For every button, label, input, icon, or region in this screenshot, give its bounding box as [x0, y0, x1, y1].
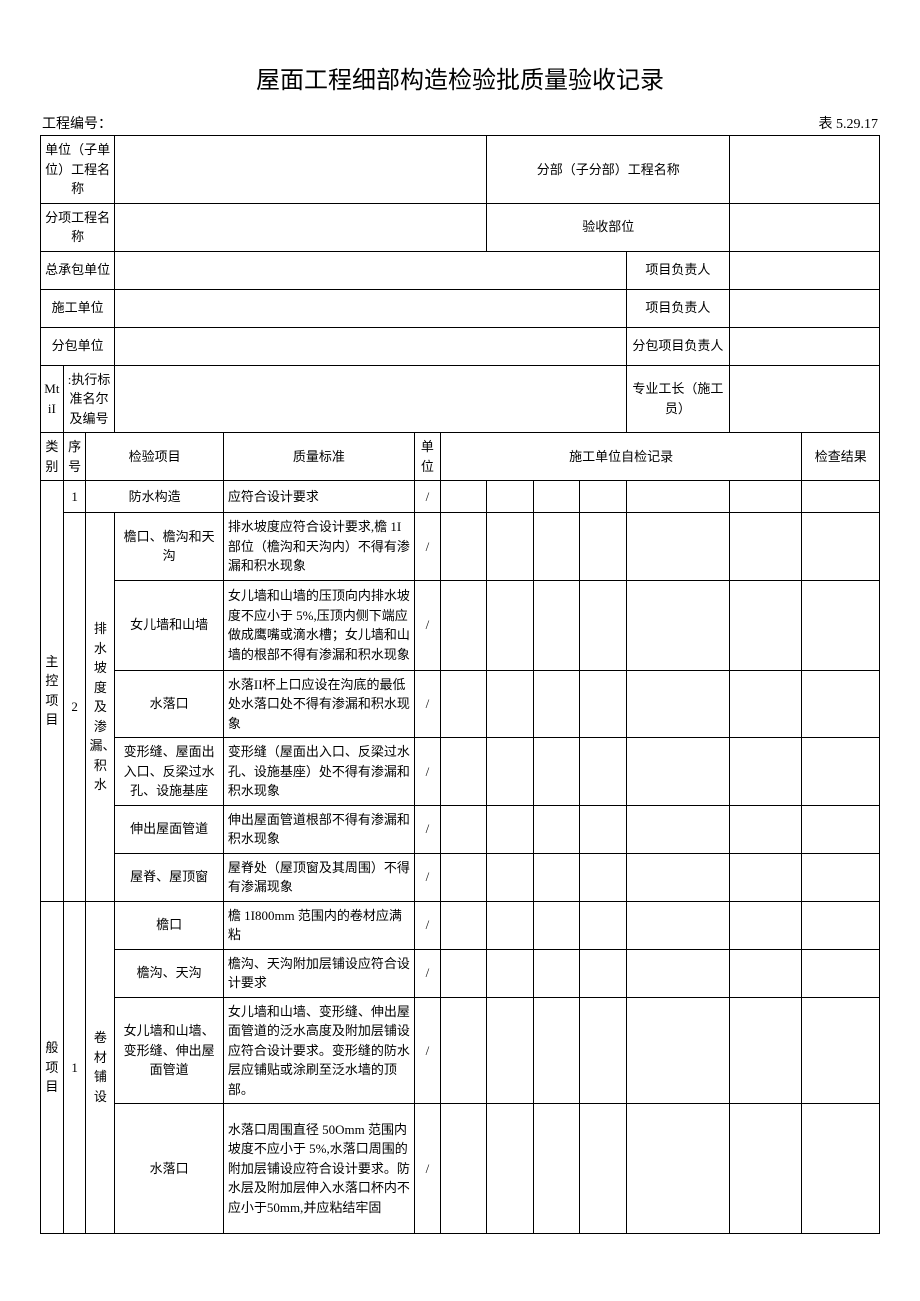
value	[115, 203, 487, 251]
group: 卷材铺设	[86, 901, 115, 1234]
item: 女儿墙和山墙、变形缝、伸出屋面管道	[115, 997, 223, 1104]
standard: 檐 1I800mm 范围内的卷材应满粘	[223, 901, 414, 949]
seq: 2	[63, 513, 86, 902]
col-standard: 质量标准	[223, 433, 414, 481]
table-row: 屋脊、屋顶窗 屋脊处（屋顶窗及其周围）不得有渗漏现象 /	[41, 853, 880, 901]
group: 排水坡度及渗漏、积水	[86, 513, 115, 902]
item: 水落口	[115, 1104, 223, 1234]
standard: 排水坡度应符合设计要求,檐 1I 部位（檐沟和天沟内）不得有渗漏和积水现象	[223, 513, 414, 581]
unit: /	[415, 513, 441, 581]
form-number-label: 表 5.29.17	[819, 113, 879, 133]
value	[115, 365, 626, 433]
col-self: 施工单位自检记录	[440, 433, 802, 481]
unit: /	[415, 670, 441, 738]
category-cell: 般项目	[41, 901, 64, 1234]
label: 项目负责人	[626, 251, 729, 289]
unit: /	[415, 580, 441, 670]
document-title: 屋面工程细部构造检验批质量验收记录	[40, 60, 880, 95]
value	[730, 289, 880, 327]
item: 伸出屋面管道	[115, 805, 223, 853]
value	[115, 136, 487, 204]
info-row-standard: MtiI :执行标准名尔及编号 专业工长（施工员）	[41, 365, 880, 433]
standard: 变形缝（屋面出入口、反梁过水孔、设施基座）处不得有渗漏和积水现象	[223, 738, 414, 806]
label: 专业工长（施工员）	[626, 365, 729, 433]
info-row-unit: 单位（子单位）工程名称 分部（子分部）工程名称	[41, 136, 880, 204]
info-row-contractor: 总承包单位 项目负责人	[41, 251, 880, 289]
label: MtiI	[41, 365, 64, 433]
table-row: 水落口 水落口周围直径 50Omm 范围内坡度不应小于 5%,水落口周围的附加层…	[41, 1104, 880, 1234]
label: 总承包单位	[41, 251, 115, 289]
unit: /	[415, 481, 441, 513]
item: 檐口	[115, 901, 223, 949]
col-result: 检查结果	[802, 433, 880, 481]
project-number-label: 工程编号：	[42, 113, 112, 133]
label: 分项工程名称	[41, 203, 115, 251]
value	[730, 251, 880, 289]
label: :执行标准名尔及编号	[63, 365, 115, 433]
standard: 应符合设计要求	[223, 481, 414, 513]
col-unit: 单位	[415, 433, 441, 481]
standard: 水落II杯上口应设在沟底的最低处水落口处不得有渗漏和积水现象	[223, 670, 414, 738]
item: 防水构造	[86, 481, 223, 513]
standard: 伸出屋面管道根部不得有渗漏和积水现象	[223, 805, 414, 853]
label: 分包项目负责人	[626, 327, 729, 365]
table-row: 女儿墙和山墙、变形缝、伸出屋面管道 女儿墙和山墙、变形缝、伸出屋面管道的泛水高度…	[41, 997, 880, 1104]
unit: /	[415, 853, 441, 901]
value	[730, 203, 880, 251]
seq: 1	[63, 901, 86, 1234]
unit: /	[415, 805, 441, 853]
table-row: 般项目 1 卷材铺设 檐口 檐 1I800mm 范围内的卷材应满粘 /	[41, 901, 880, 949]
table-row: 主控项目 1 防水构造 应符合设计要求 /	[41, 481, 880, 513]
standard: 女儿墙和山墙、变形缝、伸出屋面管道的泛水高度及附加层铺设应符合设计要求。变形缝的…	[223, 997, 414, 1104]
item: 女儿墙和山墙	[115, 580, 223, 670]
value	[115, 327, 626, 365]
category-cell: 主控项目	[41, 481, 64, 902]
value	[730, 327, 880, 365]
info-row-subproject: 分项工程名称 验收部位	[41, 203, 880, 251]
value	[115, 289, 626, 327]
inspection-table: 单位（子单位）工程名称 分部（子分部）工程名称 分项工程名称 验收部位 总承包单…	[40, 135, 880, 1234]
col-seq: 序号	[63, 433, 86, 481]
item: 变形缝、屋面出入口、反梁过水孔、设施基座	[115, 738, 223, 806]
standard: 女儿墙和山墙的压顶向内排水坡度不应小于 5%,压顶内侧下端应做成鹰嘴或滴水槽；女…	[223, 580, 414, 670]
seq: 1	[63, 481, 86, 513]
info-row-construction: 施工单位 项目负责人	[41, 289, 880, 327]
standard: 檐沟、天沟附加层铺设应符合设计要求	[223, 949, 414, 997]
value	[730, 136, 880, 204]
label: 项目负责人	[626, 289, 729, 327]
table-row: 水落口 水落II杯上口应设在沟底的最低处水落口处不得有渗漏和积水现象 /	[41, 670, 880, 738]
unit: /	[415, 901, 441, 949]
label: 分包单位	[41, 327, 115, 365]
table-row: 伸出屋面管道 伸出屋面管道根部不得有渗漏和积水现象 /	[41, 805, 880, 853]
item: 水落口	[115, 670, 223, 738]
unit: /	[415, 1104, 441, 1234]
standard: 水落口周围直径 50Omm 范围内坡度不应小于 5%,水落口周围的附加层铺设应符…	[223, 1104, 414, 1234]
label: 验收部位	[487, 203, 730, 251]
item: 檐沟、天沟	[115, 949, 223, 997]
item: 檐口、檐沟和天沟	[115, 513, 223, 581]
label: 施工单位	[41, 289, 115, 327]
standard: 屋脊处（屋顶窗及其周围）不得有渗漏现象	[223, 853, 414, 901]
label: 分部（子分部）工程名称	[487, 136, 730, 204]
col-item: 检验项目	[86, 433, 223, 481]
table-row: 变形缝、屋面出入口、反梁过水孔、设施基座 变形缝（屋面出入口、反梁过水孔、设施基…	[41, 738, 880, 806]
table-row: 女儿墙和山墙 女儿墙和山墙的压顶向内排水坡度不应小于 5%,压顶内侧下端应做成鹰…	[41, 580, 880, 670]
col-category: 类别	[41, 433, 64, 481]
value	[730, 365, 880, 433]
unit: /	[415, 997, 441, 1104]
unit: /	[415, 949, 441, 997]
value	[115, 251, 626, 289]
table-header-row: 类别 序号 检验项目 质量标准 单位 施工单位自检记录 检查结果	[41, 433, 880, 481]
info-row-subcontractor: 分包单位 分包项目负责人	[41, 327, 880, 365]
table-row: 2 排水坡度及渗漏、积水 檐口、檐沟和天沟 排水坡度应符合设计要求,檐 1I 部…	[41, 513, 880, 581]
header-row: 工程编号： 表 5.29.17	[40, 113, 880, 133]
table-row: 檐沟、天沟 檐沟、天沟附加层铺设应符合设计要求 /	[41, 949, 880, 997]
label: 单位（子单位）工程名称	[41, 136, 115, 204]
item: 屋脊、屋顶窗	[115, 853, 223, 901]
unit: /	[415, 738, 441, 806]
